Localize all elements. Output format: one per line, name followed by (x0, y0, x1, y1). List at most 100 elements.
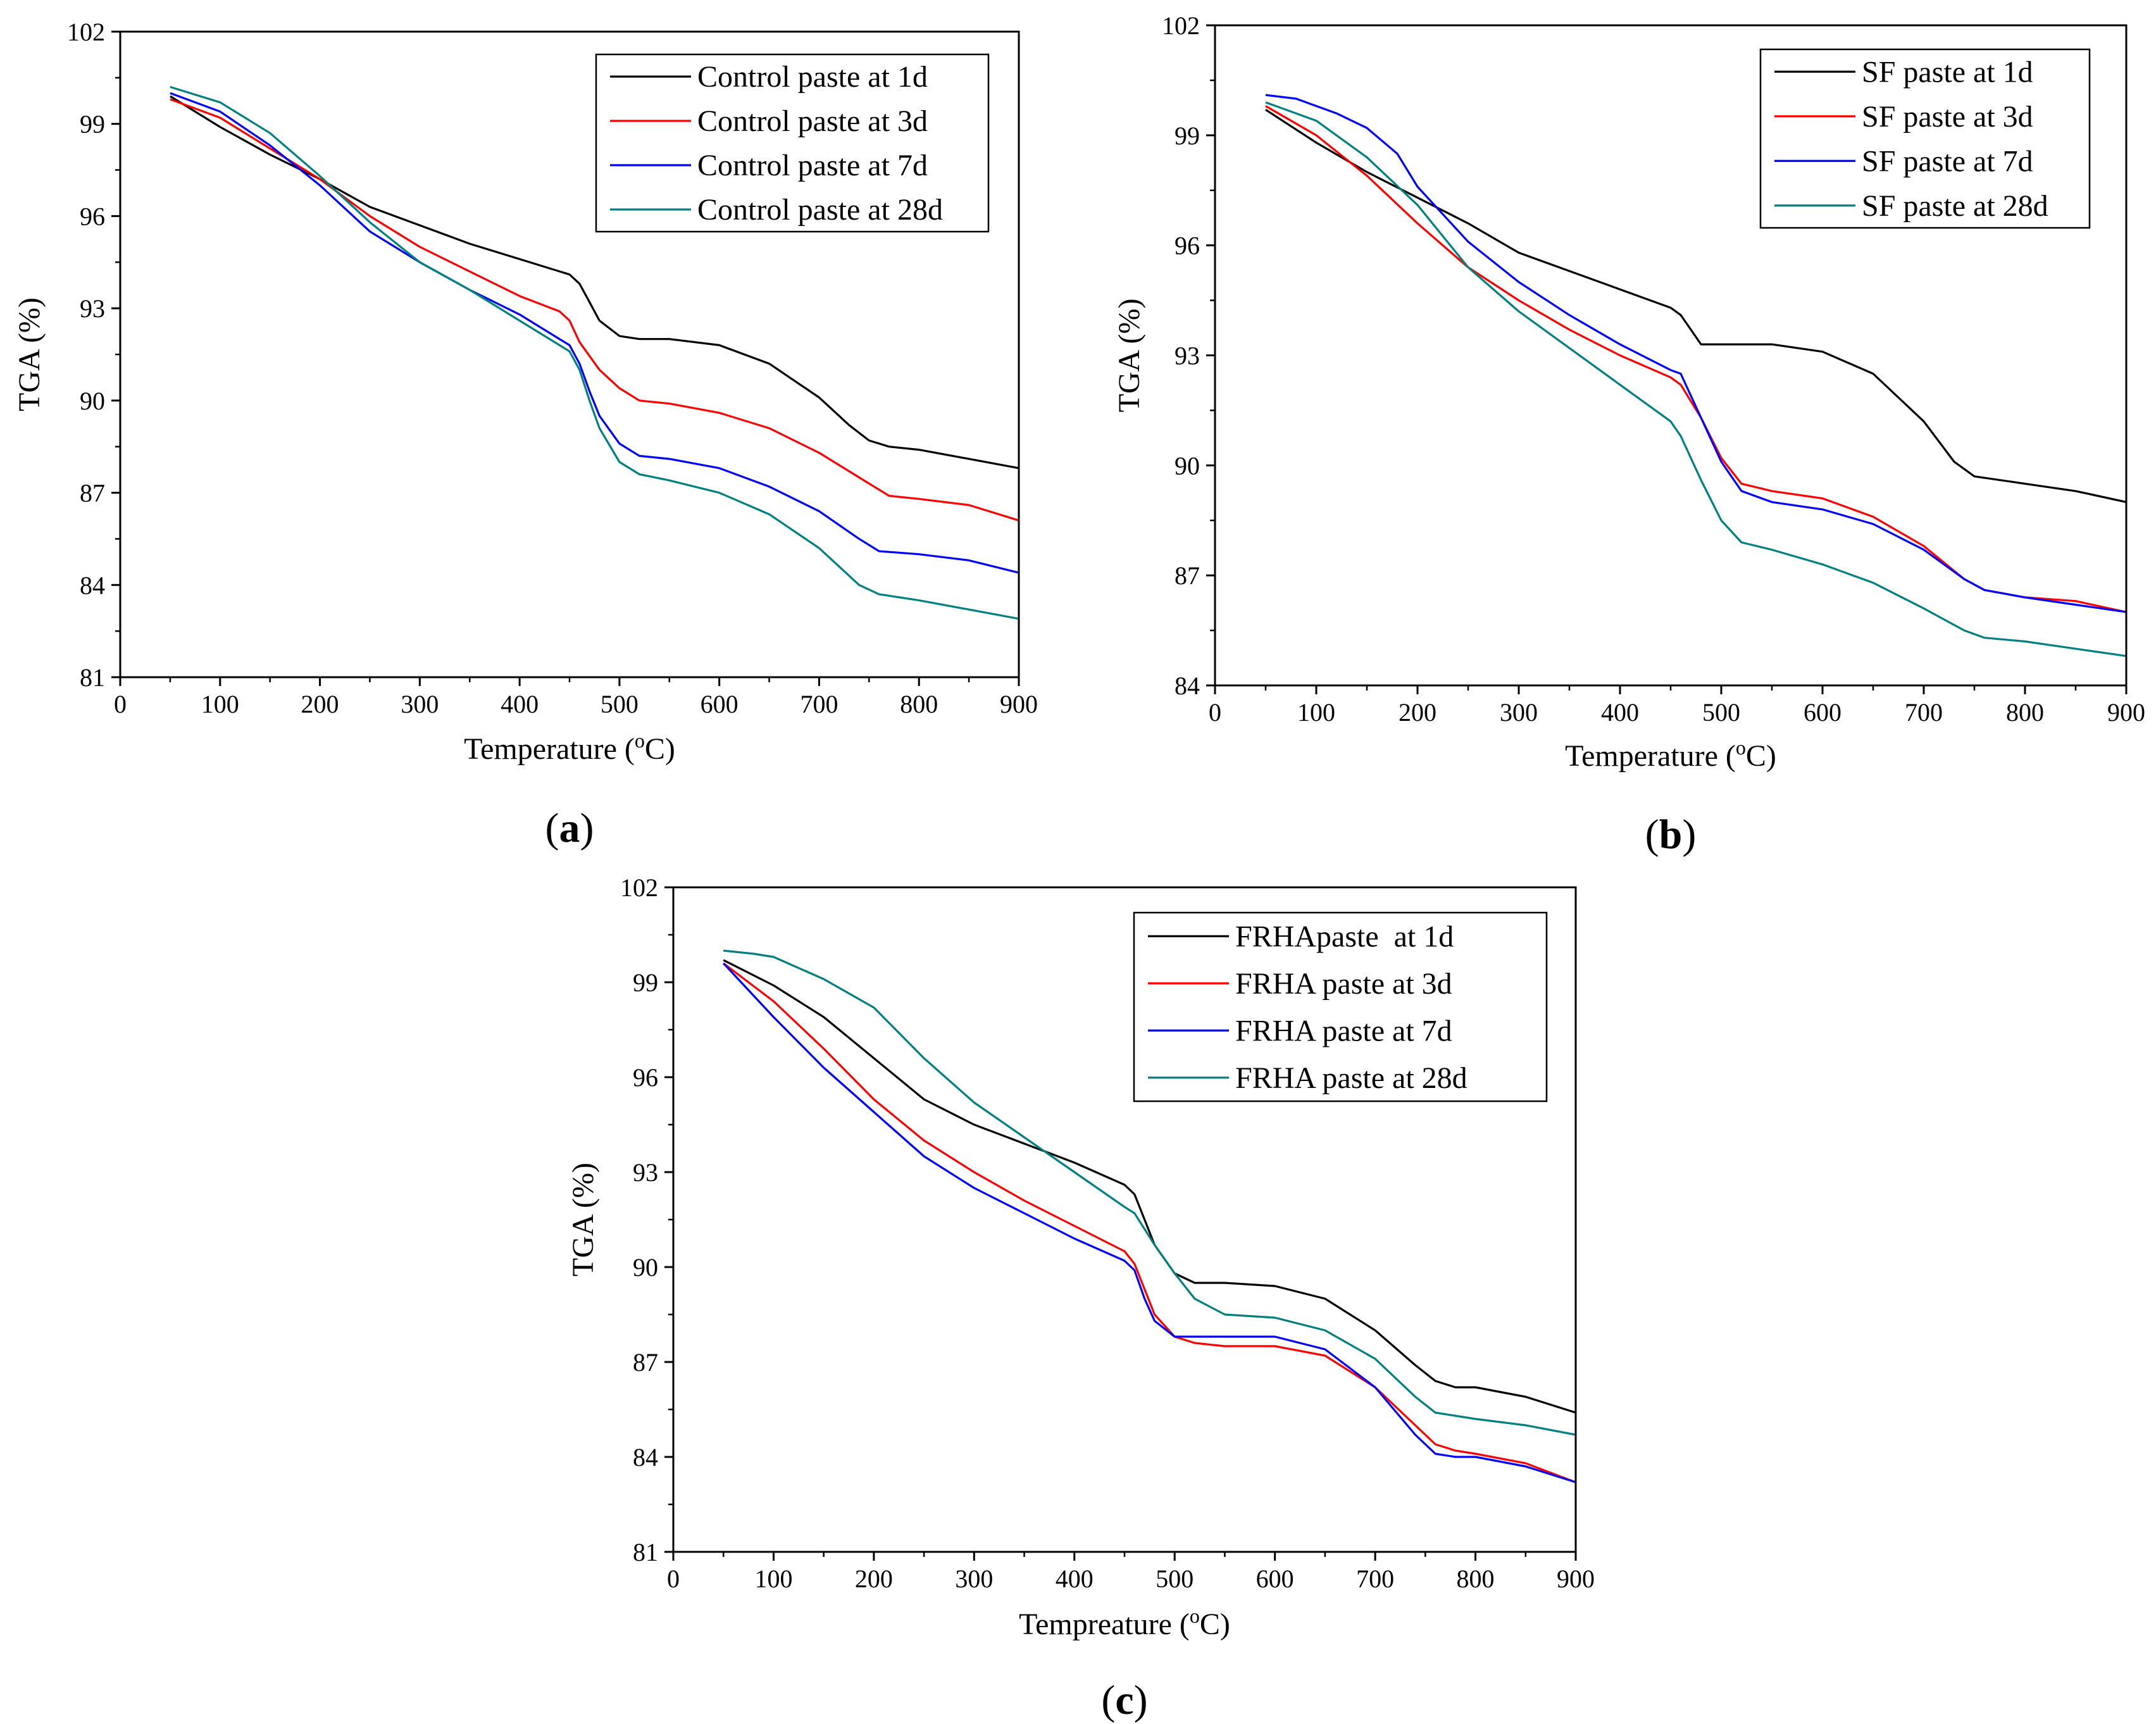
x-tick-label-b-400: 400 (1601, 698, 1639, 727)
y-tick-label-b-96: 96 (1175, 232, 1200, 260)
x-axis-label-c: Tempreature ( (1019, 1608, 1190, 1641)
x-tick-label-a-0: 0 (114, 690, 127, 718)
x-axis-label-b: Temperature ( (1565, 739, 1736, 773)
panel-label-c-close: ) (1134, 1677, 1148, 1723)
x-axis-degree-c: o (1190, 1604, 1200, 1627)
panel-label-b-letter: b (1659, 811, 1683, 858)
legend-label-b-4: SF paste at 28d (1862, 189, 2048, 223)
y-tick-label-c-96: 96 (633, 1063, 658, 1092)
x-tick-label-c-200: 200 (855, 1565, 893, 1593)
x-tick-label-b-700: 700 (1905, 698, 1943, 727)
x-tick-label-c-0: 0 (667, 1565, 680, 1593)
legend-label-c-4: FRHA paste at 28d (1235, 1061, 1467, 1095)
y-tick-label-c-81: 81 (633, 1538, 658, 1566)
x-tick-label-c-400: 400 (1056, 1565, 1094, 1593)
x-axis-degree-a: o (635, 729, 645, 752)
x-tick-label-b-900: 900 (2107, 698, 2145, 727)
x-tick-label-c-700: 700 (1356, 1565, 1394, 1593)
y-tick-label-c-93: 93 (633, 1158, 658, 1187)
y-tick-label-a-81: 81 (80, 663, 105, 692)
legend-a: Control paste at 1d Control paste at 3d Co… (595, 53, 990, 233)
x-tick-label-c-500: 500 (1156, 1565, 1193, 1593)
x-tick-label-a-100: 100 (201, 690, 239, 718)
x-tick-label-b-100: 100 (1297, 698, 1335, 727)
series-line-b-4 (1265, 101, 2127, 658)
x-tick-label-a-700: 700 (800, 690, 838, 718)
x-axis-label-a: Temperature ( (464, 732, 635, 766)
x-axis-unit-a: C) (645, 732, 675, 766)
x-tick-label-c-900: 900 (1557, 1565, 1595, 1593)
x-tick-label-b-600: 600 (1804, 698, 1841, 727)
x-tick-label-c-100: 100 (754, 1565, 792, 1593)
series-line-c-4 (723, 949, 1576, 1436)
x-tick-label-b-500: 500 (1702, 698, 1740, 727)
series-line-a-4 (170, 85, 1019, 620)
panel-label-b: (b) (1645, 811, 1697, 858)
x-tick-label-a-600: 600 (701, 690, 738, 718)
series-line-c-3 (723, 962, 1576, 1484)
x-axis-title-c: Tempreature (oC) (1019, 1604, 1230, 1641)
y-axis-title-b: TGA (%) (1112, 299, 1146, 413)
legend-label-b-2: SF paste at 3d (1862, 100, 2033, 134)
y-tick-label-a-90: 90 (80, 387, 105, 415)
x-tick-label-b-200: 200 (1399, 698, 1436, 727)
legend-label-c-2: FRHA paste at 3d (1235, 967, 1452, 1001)
legend-b: SF paste at 1d SF paste at 3d SF paste at … (1759, 48, 2091, 229)
y-tick-label-a-93: 93 (80, 294, 105, 323)
panel-a: 0 100 200 300 400 500 600 700 800 900 81 84 87 90 93 96… (13, 18, 1038, 851)
y-axis-title-a: TGA (%) (13, 297, 46, 411)
x-tick-label-b-800: 800 (2006, 698, 2044, 727)
y-tick-label-a-87: 87 (80, 479, 105, 508)
panel-label-a-close: ) (580, 805, 594, 851)
y-axis-title-c: TGA (%) (566, 1163, 600, 1277)
x-tick-label-a-200: 200 (301, 690, 339, 718)
y-tick-label-c-102: 102 (620, 873, 658, 902)
x-tick-label-a-800: 800 (900, 690, 938, 718)
y-tick-label-c-90: 90 (633, 1253, 658, 1282)
legend-label-a-2: Control paste at 3d (697, 104, 928, 138)
x-axis-unit-c: C) (1200, 1608, 1230, 1641)
x-axis-unit-b: C) (1746, 739, 1776, 773)
series-line-c-2 (723, 962, 1576, 1484)
x-axis-title-a: Temperature (oC) (464, 729, 675, 766)
series-line-b-1 (1265, 108, 2127, 503)
panel-label-a-open: ( (545, 805, 559, 851)
x-tick-label-c-300: 300 (955, 1565, 993, 1593)
y-tick-label-b-90: 90 (1175, 451, 1200, 480)
series-line-a-3 (170, 92, 1019, 574)
y-tick-label-c-87: 87 (633, 1348, 658, 1377)
x-tick-label-a-400: 400 (501, 690, 539, 718)
x-tick-label-a-300: 300 (401, 690, 439, 718)
panel-c: 0 100 200 300 400 500 600 700 800 900 81 84 87 90 93 96… (566, 873, 1595, 1723)
legend-c: FRHApaste at 1d FRHA paste at 3d FRHA past… (1133, 911, 1548, 1102)
legend-label-c-1: FRHApaste at 1d (1235, 920, 1454, 953)
y-tick-label-b-93: 93 (1175, 342, 1200, 370)
legend-label-a-1: Control paste at 1d (697, 60, 928, 94)
legend-label-a-3: Control paste at 7d (697, 149, 928, 182)
panel-label-c: (c) (1101, 1677, 1147, 1723)
x-axis-title-b: Temperature (oC) (1565, 736, 1776, 773)
y-tick-label-b-102: 102 (1162, 11, 1200, 40)
panel-label-c-letter: c (1115, 1677, 1133, 1723)
y-tick-label-b-99: 99 (1175, 122, 1200, 150)
legend-label-b-3: SF paste at 7d (1862, 144, 2033, 178)
series-line-a-1 (170, 95, 1019, 470)
y-tick-label-a-84: 84 (80, 571, 105, 599)
series-line-b-3 (1265, 94, 2127, 613)
legend-label-b-1: SF paste at 1d (1862, 55, 2033, 89)
y-tick-label-b-87: 87 (1175, 561, 1200, 590)
panel-label-b-close: ) (1682, 811, 1696, 858)
panel-label-a-letter: a (559, 805, 580, 851)
y-tick-label-c-99: 99 (633, 968, 658, 997)
y-tick-label-c-84: 84 (633, 1443, 658, 1471)
x-tick-label-c-800: 800 (1457, 1565, 1495, 1593)
y-tick-label-a-96: 96 (80, 202, 105, 230)
x-tick-label-a-500: 500 (601, 690, 639, 718)
legend-box-c (1133, 911, 1548, 1102)
panel-label-a: (a) (545, 805, 594, 851)
legend-label-a-4: Control paste at 28d (697, 193, 943, 227)
x-tick-label-c-600: 600 (1256, 1565, 1294, 1593)
legend-label-c-3: FRHA paste at 7d (1235, 1014, 1452, 1047)
legend-box-b (1759, 48, 2091, 229)
